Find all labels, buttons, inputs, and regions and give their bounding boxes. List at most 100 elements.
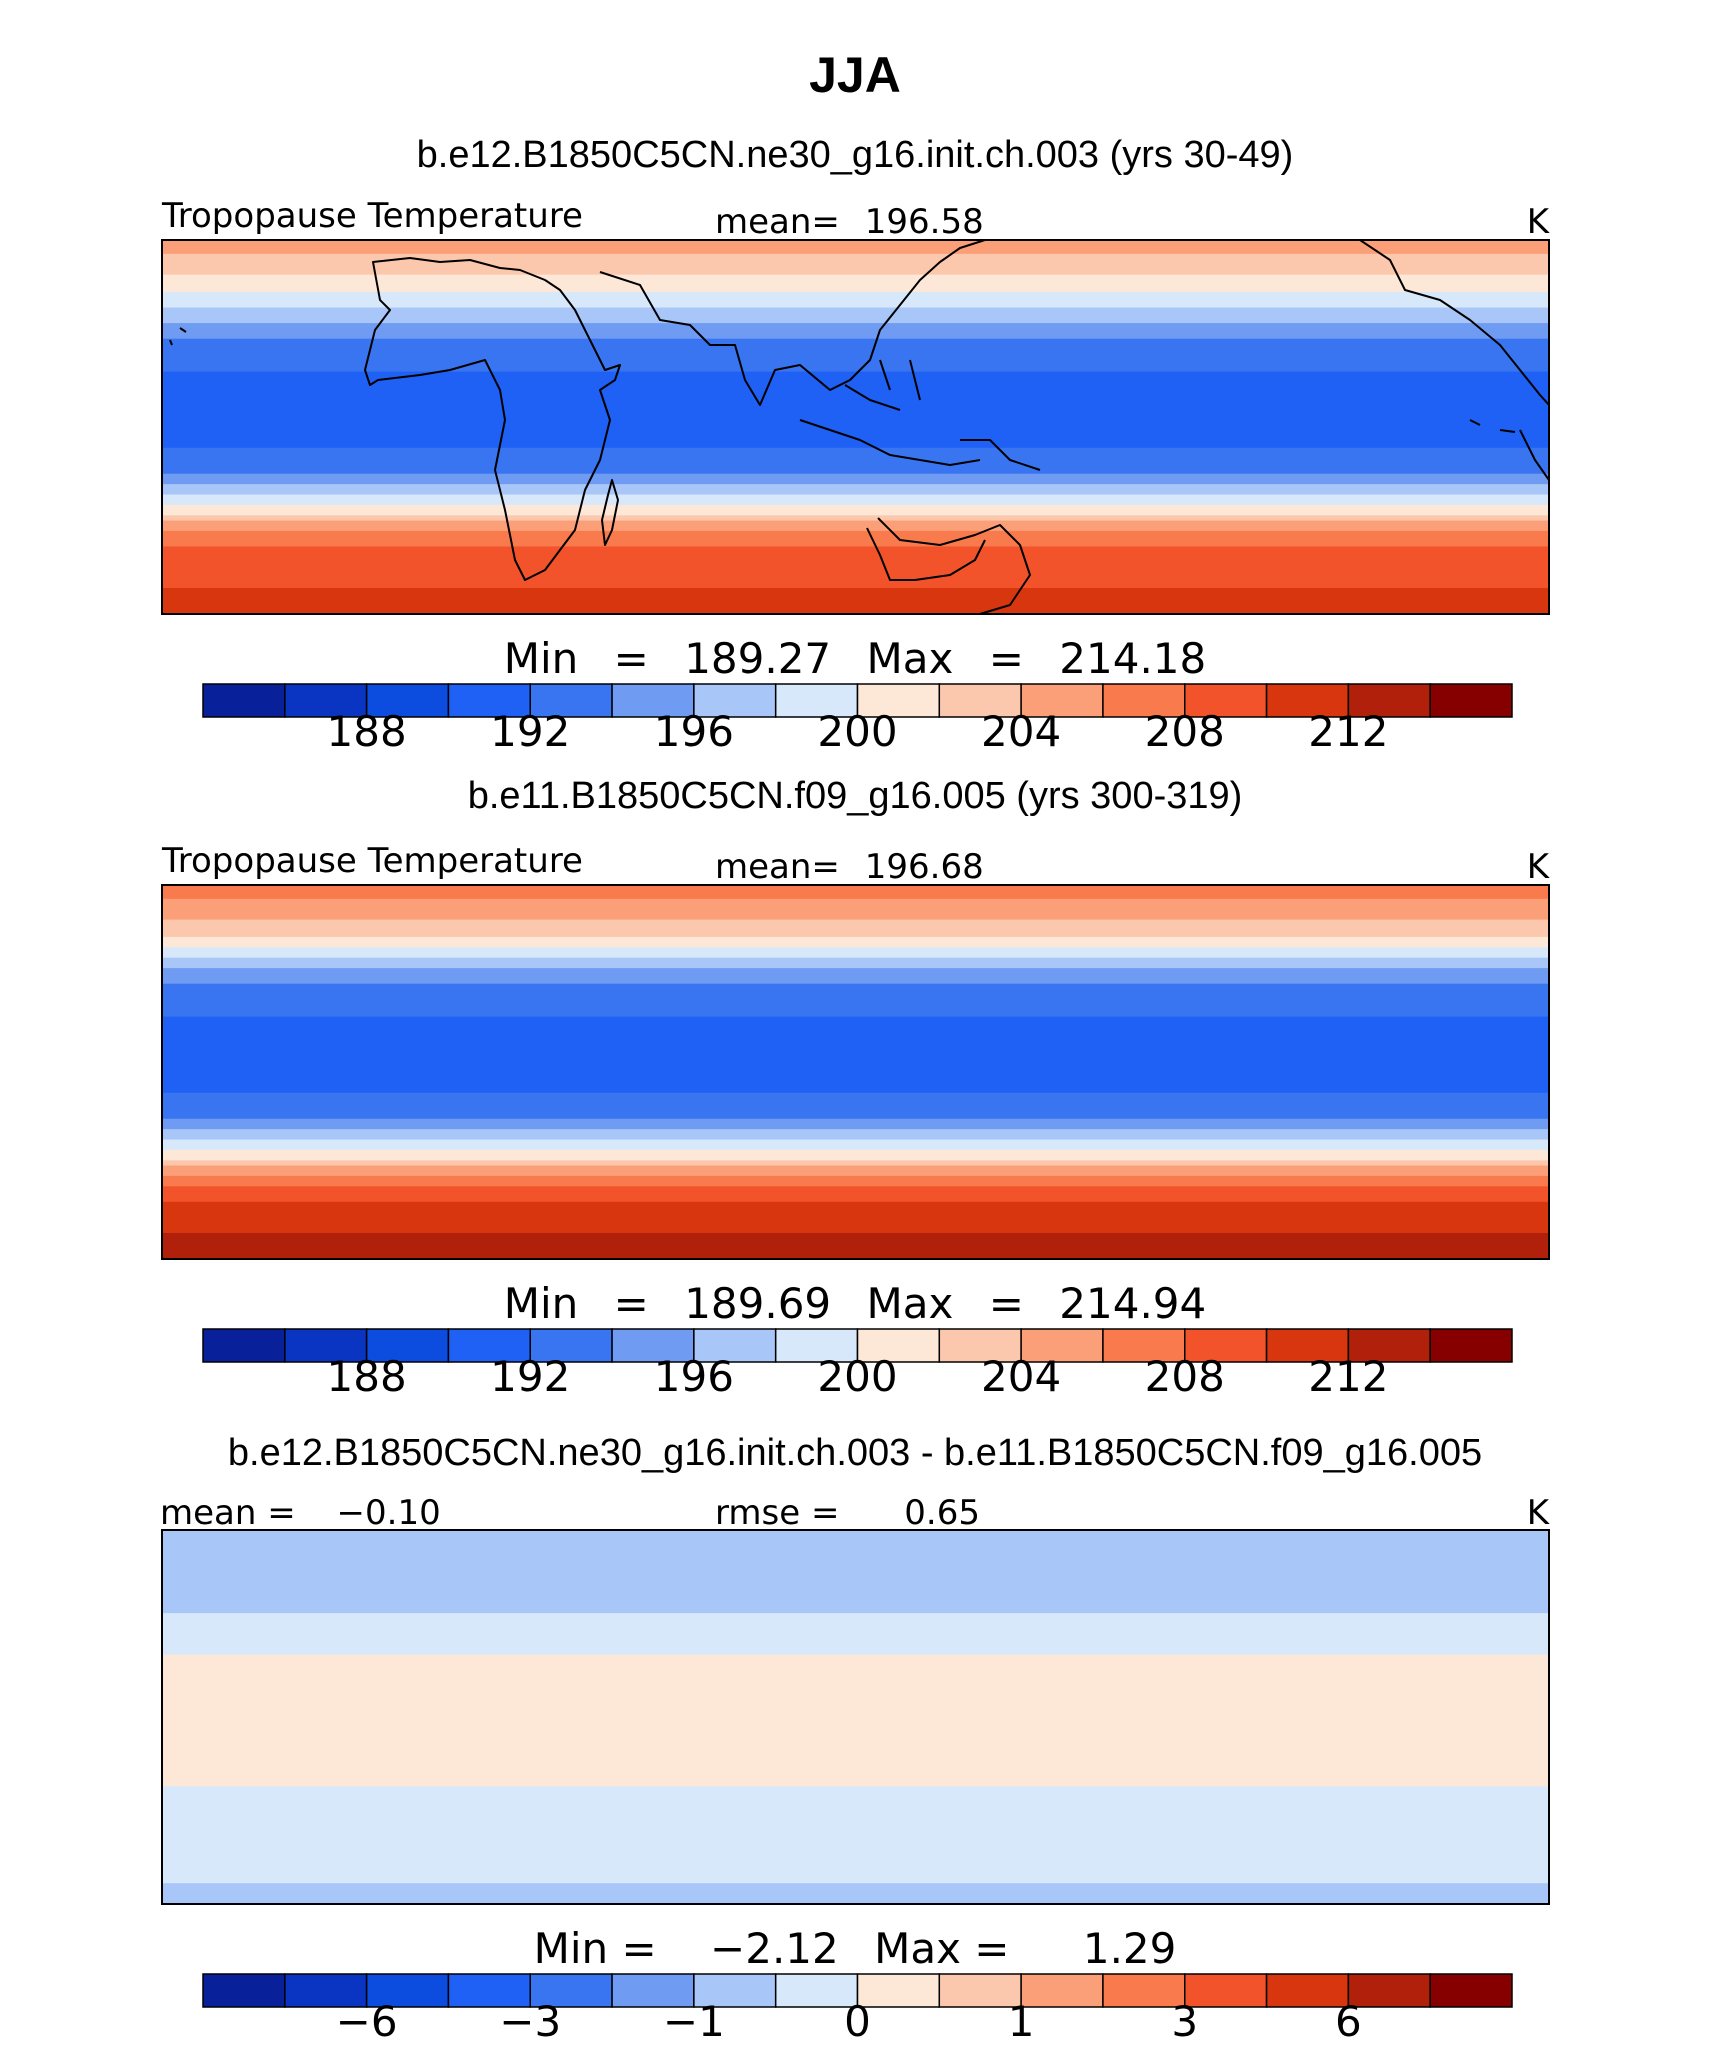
panel-3-band [162,1696,1549,1704]
panel-1-band [162,515,1549,522]
panel-1-band [162,392,1549,400]
panel-1-max-value: 214.18 [1059,634,1206,683]
panel-1-colorbar-tick: 204 [981,707,1061,756]
panel-1-mean-text: mean= [715,202,840,242]
panel-1-band [162,556,1549,563]
panel-1-colorbar-bin [202,683,286,718]
panel-1-band [162,260,1549,269]
panel-1-min-label: Min [504,634,579,683]
panel-3-band [162,1550,1549,1562]
panel-2-mean-text: mean= [715,847,840,887]
panel-2-band [162,1215,1549,1225]
panel-1-band [162,333,1549,340]
panel-3-band [162,1689,1549,1697]
panel-1-colorbar-tick: 212 [1308,707,1388,756]
panel-3-band [162,1852,1549,1864]
panel-1-band [162,504,1549,511]
panel-2-band [162,1065,1549,1073]
panel-2-band [162,1149,1549,1156]
panel-1-colorbar-bin [1265,683,1350,718]
panel-3-colorbar-bin [202,1973,286,2008]
panel-1-band [162,323,1549,329]
panel-2-mean-label: mean= 196.68 [715,847,984,887]
panel-2-colorbar-bin [202,1328,286,1363]
panel-1-band [162,281,1549,288]
panel-1-band [162,286,1549,293]
panel-3-min-value: −2.12 [710,1924,839,1973]
panel-3-band [162,1599,1549,1607]
panel-2-colorbar-bin [1184,1328,1268,1363]
panel-1-band [162,596,1549,606]
panel-1-band [162,520,1549,527]
panel-3-frame [161,1529,1550,1905]
panel-1-colorbar-tick: 188 [327,707,407,756]
panel-1-band [162,484,1549,490]
panel-3-band [162,1620,1549,1628]
panel-1-max-eq: = [989,634,1024,683]
panel-3-band [162,1730,1549,1739]
panel-2-band [162,926,1549,933]
panel-2-max-eq: = [989,1279,1024,1328]
panel-1-band [162,541,1549,548]
panel-2-band [162,1144,1549,1151]
panel-2-band [162,957,1549,964]
panel-2-band [162,1023,1549,1032]
panel-1-colorbar-tick: 200 [817,707,897,756]
panel-2-band [162,898,1549,907]
panel-3-band [162,1710,1549,1718]
panel-3-map [162,1530,1549,1904]
panel-2-band [162,1207,1549,1217]
panel-1-band [162,385,1549,393]
panel-2-band [162,931,1549,938]
panel-3-band [162,1626,1549,1635]
panel-3-colorbar-tick: −3 [499,1997,561,2046]
panel-1-band [162,406,1549,414]
panel-1-mean-value: 196.58 [865,202,984,242]
panel-1-colorbar-bin [1020,683,1104,718]
panel-3-band [162,1862,1549,1874]
panel-1-band [162,454,1549,463]
panel-2-band [162,1092,1549,1101]
panel-3-band [162,1682,1549,1690]
panel-2-band [162,952,1549,959]
panel-2-colorbar-tick: 188 [327,1352,407,1401]
panel-3-band [162,1841,1549,1853]
panel-1-band [162,328,1549,335]
panel-1-colorbar-bin [938,683,1022,718]
panel-2-band [162,1134,1549,1141]
panel-3-band [162,1592,1549,1600]
panel-1-band [162,413,1549,421]
panel-2-colorbar-bin [693,1328,777,1363]
panel-3-band [162,1654,1549,1663]
panel-2-colorbar-bin [938,1328,1022,1363]
panel-2-band [162,1118,1549,1125]
panel-2-colorbar-tick: 212 [1308,1352,1388,1401]
panel-1-band [162,570,1549,580]
panel-2-band [162,1113,1549,1120]
panel-1-band [162,551,1549,558]
panel-2-max-value: 214.94 [1059,1279,1206,1328]
panel-2-colorbar-tick: 192 [490,1352,570,1401]
panel-3-colorbar-bin [365,1973,450,2008]
panel-1-band [162,338,1549,345]
panel-2-subtitle: b.e11.B1850C5CN.f09_g16.005 (yrs 300-319… [468,775,1243,817]
panel-3-band [162,1661,1549,1670]
panel-1-frame [161,239,1550,615]
panel-1-colorbar-bin [447,683,531,718]
panel-3-band [162,1872,1549,1884]
panel-3-band [162,1779,1549,1787]
panel-3-colorbar-tick: 0 [844,1997,871,2046]
panel-2-band [162,973,1549,980]
figure-title: JJA [809,47,901,103]
panel-2-band [162,885,1549,893]
panel-1-band [162,291,1549,298]
panel-3-colorbar-bin [1347,1973,1431,2008]
panel-3-band [162,1571,1549,1583]
panel-3-minmax: Min = −2.12 Max = 1.29 [534,1924,1177,1973]
panel-3-band [162,1820,1549,1829]
panel-2-band [162,1085,1549,1094]
panel-1-band [162,530,1549,537]
panel-1-band [162,579,1549,589]
panel-2-colorbar: 188 192 196 200 204 208 212 [202,1328,1513,1401]
